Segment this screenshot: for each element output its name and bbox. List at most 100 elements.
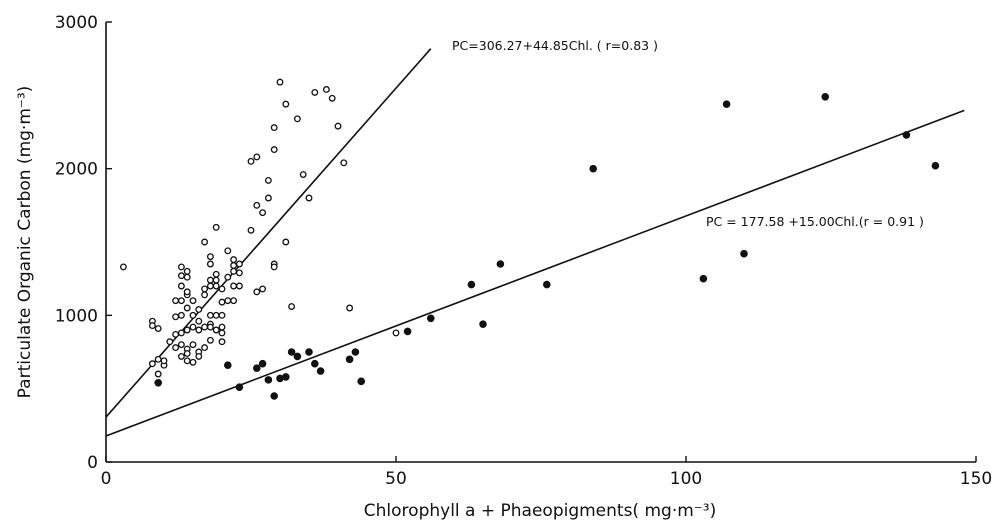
- filled-point: [902, 131, 911, 139]
- open-point: [189, 358, 197, 366]
- y-tick-label: 1000: [55, 306, 98, 326]
- open-point: [206, 276, 214, 284]
- open-point: [212, 282, 220, 290]
- filled-point: [357, 377, 366, 386]
- open-point: [235, 269, 243, 277]
- open-point: [212, 223, 220, 231]
- regression-line-filled: [105, 109, 965, 437]
- open-point: [177, 272, 185, 280]
- open-point: [183, 326, 191, 334]
- filled-point: [543, 280, 551, 289]
- open-point: [201, 344, 209, 352]
- filled-point: [252, 364, 261, 372]
- open-point: [259, 285, 267, 293]
- open-point: [218, 338, 226, 346]
- open-point: [183, 350, 191, 357]
- open-point: [230, 282, 238, 290]
- open-point: [235, 260, 243, 268]
- open-point: [230, 256, 238, 264]
- open-point: [392, 329, 400, 337]
- filled-point: [427, 314, 435, 323]
- open-point: [201, 285, 209, 293]
- filled-point: [722, 100, 731, 108]
- open-point: [305, 194, 313, 202]
- filled-point: [931, 161, 940, 170]
- open-point: [172, 313, 180, 321]
- filled-point: [287, 348, 296, 356]
- open-point: [311, 88, 319, 96]
- open-point: [264, 194, 272, 202]
- y-axis-title: Particulate Organic Carbon (mg·m⁻³): [15, 86, 35, 399]
- filled-point: [699, 274, 708, 283]
- open-point: [346, 304, 354, 312]
- open-point: [218, 311, 226, 319]
- filled-point: [589, 164, 598, 173]
- open-point: [160, 357, 168, 365]
- open-point: [247, 157, 255, 165]
- open-point: [282, 238, 290, 246]
- open-point: [201, 323, 209, 331]
- filled-point: [311, 359, 319, 368]
- open-point: [166, 338, 174, 346]
- filled-point: [403, 327, 412, 336]
- filled-point: [235, 383, 244, 392]
- axes: [105, 22, 976, 463]
- open-point: [253, 153, 261, 161]
- open-point: [224, 297, 232, 305]
- filled-point: [316, 367, 325, 375]
- open-point: [172, 344, 180, 352]
- open-point: [212, 276, 220, 284]
- x-axis-title: Chlorophyll a + Phaeopigments( mg·m⁻³): [364, 501, 716, 521]
- open-point: [218, 323, 226, 331]
- open-point: [201, 291, 209, 299]
- open-point: [119, 263, 127, 271]
- open-point: [189, 323, 197, 331]
- filled-point: [305, 348, 313, 356]
- open-point: [253, 288, 261, 296]
- open-point: [293, 115, 301, 123]
- open-point: [154, 325, 162, 332]
- open-point: [276, 78, 284, 86]
- x-tick-label: 150: [960, 469, 992, 489]
- open-point: [288, 303, 296, 310]
- open-point: [195, 317, 203, 325]
- open-point: [253, 201, 261, 209]
- filled-point: [293, 352, 302, 361]
- open-point: [328, 94, 336, 102]
- y-tick-label: 3000: [55, 13, 98, 33]
- filled-point: [270, 392, 279, 400]
- tick-labels: 0 50 100 150 0 1000 2000 3000: [55, 13, 992, 489]
- open-point: [224, 273, 232, 281]
- filled-point: [740, 249, 748, 258]
- open-point: [334, 122, 342, 130]
- y-tick-label: 0: [87, 453, 98, 473]
- open-point: [206, 323, 214, 331]
- filled-point: [224, 361, 232, 370]
- open-point: [270, 124, 278, 132]
- open-point: [218, 329, 226, 337]
- x-tick-label: 0: [101, 469, 112, 489]
- open-point: [218, 298, 226, 306]
- open-point: [206, 336, 214, 344]
- open-point: [183, 273, 191, 281]
- open-point: [235, 282, 243, 290]
- open-point: [183, 267, 191, 275]
- open-point: [177, 329, 185, 337]
- open-point: [154, 370, 162, 378]
- open-point: [206, 311, 214, 319]
- open-point: [230, 267, 238, 275]
- open-point: [189, 311, 197, 319]
- open-point: [340, 159, 348, 167]
- filled-point: [351, 348, 360, 356]
- open-point: [177, 311, 185, 319]
- open-point: [230, 262, 238, 269]
- open-point: [177, 341, 185, 349]
- open-point: [224, 247, 232, 255]
- equation-label-filled: PC = 177.58 +15.00Chl.(r = 0.91 ): [706, 214, 924, 229]
- x-tick-label: 100: [670, 469, 702, 489]
- open-point: [148, 322, 156, 330]
- open-point: [189, 341, 197, 349]
- open-point: [183, 288, 191, 296]
- filled-point: [345, 355, 354, 364]
- open-point: [177, 263, 185, 271]
